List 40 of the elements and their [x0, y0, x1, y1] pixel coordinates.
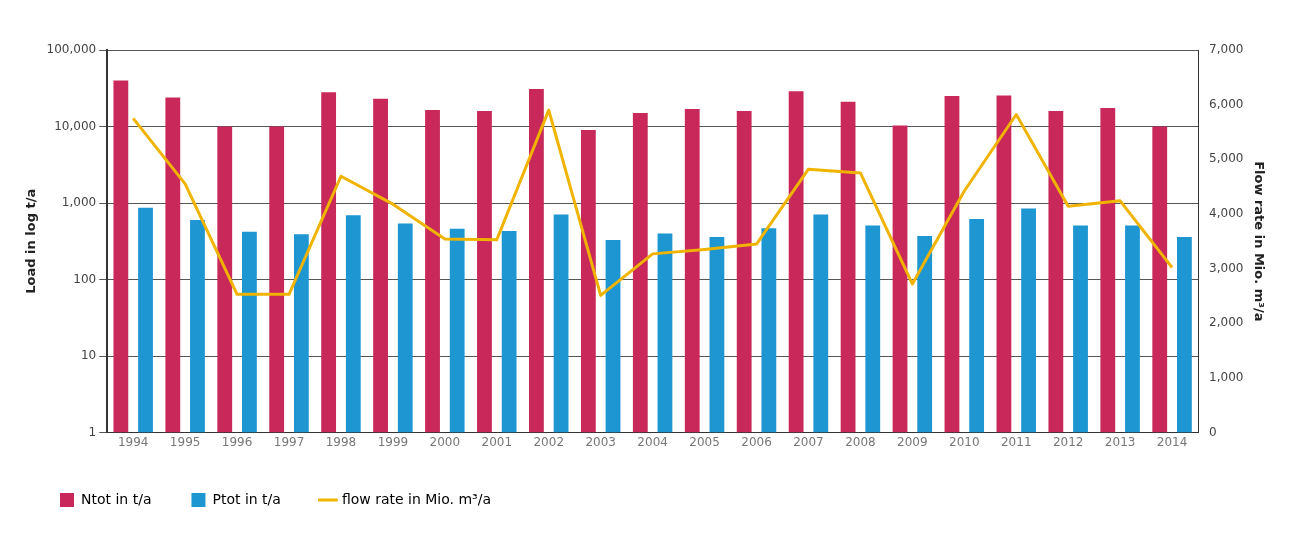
y-tick-label: 10	[80, 348, 97, 363]
x-tick-label: 1996	[221, 434, 253, 449]
x-tick-label: 2002	[533, 434, 565, 449]
y2-tick-label: 1,000	[1209, 370, 1244, 385]
x-tick-label: 1995	[169, 434, 201, 449]
x-tick-label: 2013	[1104, 434, 1136, 449]
y-tick-label: 10,000	[54, 118, 97, 133]
x-tick-label: 2003	[585, 434, 616, 449]
x-tick-label: 2005	[689, 434, 720, 449]
x-tick-label: 1999	[377, 434, 409, 449]
x-tick-label: 2000	[429, 434, 461, 449]
y2-tick-label: 7,000	[1209, 42, 1244, 57]
x-tick-label: 2012	[1052, 434, 1084, 449]
y-axis-title: Load in log t/a	[23, 188, 39, 294]
x-tick-label: 2011	[1000, 434, 1032, 449]
y2-tick-label: 4,000	[1209, 206, 1244, 221]
y2-tick-label: 5,000	[1209, 151, 1244, 166]
x-tick-label: 2009	[897, 434, 928, 449]
legend-label: Ntot in t/a	[81, 490, 152, 507]
y2-tick-label: 0	[1209, 424, 1217, 439]
y-tick-label: 1,000	[61, 195, 97, 210]
x-tick-label: 2014	[1156, 434, 1188, 449]
x-tick-label: 2001	[481, 434, 513, 449]
legend-label: Ptot in t/a	[212, 490, 281, 507]
y-tick-label: 100,000	[46, 42, 97, 57]
x-tick-label: 1994	[117, 434, 149, 449]
y2-tick-label: 3,000	[1209, 260, 1244, 275]
x-tick-label: 2008	[845, 434, 876, 449]
y-tick-label: 100	[73, 271, 97, 286]
y2-tick-label: 6,000	[1209, 96, 1244, 111]
legend-label: flow rate in Mio. m³/a	[341, 490, 492, 507]
y2-axis-title: Flow rate in Mio. m³/a	[1251, 161, 1267, 322]
x-tick-label: 1997	[273, 434, 305, 449]
y2-tick-label: 2,000	[1209, 315, 1244, 330]
x-tick-label: 2004	[637, 434, 668, 449]
x-tick-label: 2010	[949, 434, 980, 449]
x-tick-label: 2006	[741, 434, 772, 449]
x-tick-label: 2007	[793, 434, 824, 449]
x-tick-label: 1998	[325, 434, 357, 449]
y-tick-label: 1	[88, 424, 97, 439]
